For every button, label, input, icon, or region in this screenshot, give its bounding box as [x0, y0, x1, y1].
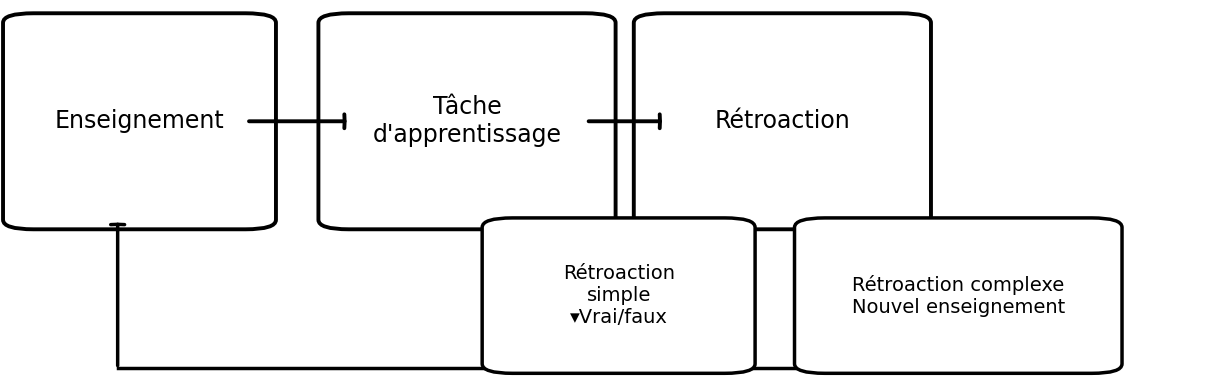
FancyBboxPatch shape	[795, 218, 1122, 373]
FancyBboxPatch shape	[482, 218, 754, 373]
Text: Rétroaction
simple
▾Vrai/faux: Rétroaction simple ▾Vrai/faux	[563, 264, 674, 327]
Text: Enseignement: Enseignement	[55, 109, 224, 133]
FancyBboxPatch shape	[4, 13, 275, 229]
Text: Tâche
d'apprentissage: Tâche d'apprentissage	[372, 96, 562, 147]
Text: Rétroaction complexe
Nouvel enseignement: Rétroaction complexe Nouvel enseignement	[852, 275, 1065, 316]
FancyBboxPatch shape	[633, 13, 932, 229]
Text: Rétroaction: Rétroaction	[714, 109, 850, 133]
FancyBboxPatch shape	[318, 13, 615, 229]
